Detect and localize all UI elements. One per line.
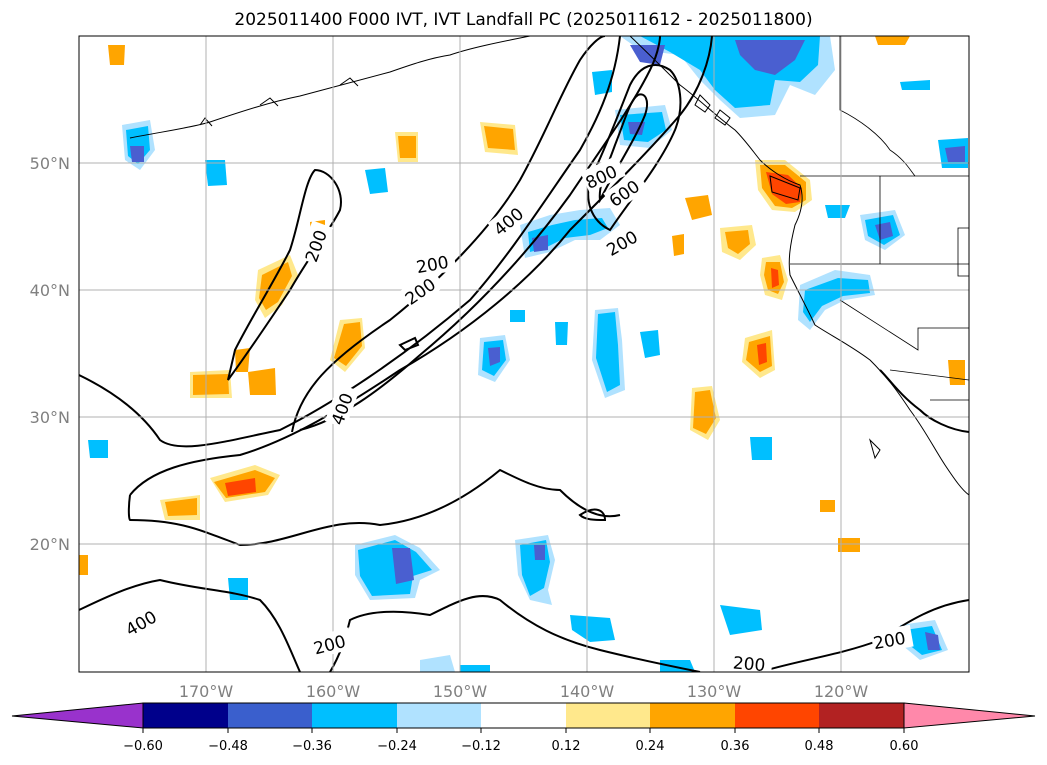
map-area: 800 600 400 200 200 200 400 200 200 400 … <box>79 36 969 676</box>
gridlines <box>79 36 969 672</box>
coastlines <box>129 36 969 496</box>
colorbar-segment <box>143 703 228 728</box>
contour-label: 200 <box>732 653 766 676</box>
lat-label: 30°N <box>30 408 70 427</box>
contour-label: 200 <box>415 253 450 278</box>
colorbar-tick-label: 0.60 <box>890 739 919 754</box>
colorbar-tick-label: −0.24 <box>377 739 417 754</box>
colorbar-segment <box>228 703 312 728</box>
colorbar-segment <box>481 703 566 728</box>
north-america-coast <box>629 36 969 496</box>
colorbar-segment <box>819 703 904 728</box>
colorbar-tick-label: −0.12 <box>461 739 501 754</box>
contour-label: 200 <box>302 228 332 265</box>
lon-label: 170°W <box>179 682 234 701</box>
colorbar-tick-label: 0.12 <box>552 739 581 754</box>
colorbar-tick-label: 0.48 <box>805 739 834 754</box>
colorbar-segment <box>397 703 481 728</box>
lat-axis-labels: 50°N 40°N 30°N 20°N <box>30 154 70 554</box>
colorbar-tick-label: −0.48 <box>208 739 248 754</box>
colorbar-segment <box>650 703 735 728</box>
lat-label: 50°N <box>30 154 70 173</box>
map-frame <box>78 35 970 673</box>
ivt-contour-200-south <box>79 578 301 672</box>
contour-label: 400 <box>328 391 358 428</box>
shaded-anomalies <box>79 36 968 672</box>
colorbar-segment <box>735 703 819 728</box>
ivt-contour-400 <box>299 36 661 431</box>
colorbar-tick-label: −0.36 <box>292 739 332 754</box>
lat-label: 20°N <box>30 535 70 554</box>
colorbar-tick-label: −0.60 <box>123 739 163 754</box>
lat-label: 40°N <box>30 281 70 300</box>
lon-label: 150°W <box>433 682 488 701</box>
alaska-coast <box>129 36 531 139</box>
colorbar-tick-label: 0.36 <box>721 739 750 754</box>
colorbar: −0.60 −0.48 −0.36 −0.24 −0.12 0.12 0.24 … <box>11 702 1036 754</box>
ivt-contours <box>79 36 969 672</box>
lon-label: 130°W <box>687 682 742 701</box>
boundaries <box>790 36 969 401</box>
lon-label: 120°W <box>814 682 869 701</box>
colorbar-tick-label: 0.24 <box>636 739 665 754</box>
colorbar-extend-max <box>903 702 1036 729</box>
ivt-contour-200-main <box>79 36 621 448</box>
colorbar-extend-min <box>11 702 144 729</box>
colorbar-segment <box>312 703 397 728</box>
colorbar-segment <box>566 703 650 728</box>
lon-label: 140°W <box>560 682 615 701</box>
lon-axis-labels: 170°W 160°W 150°W 140°W 130°W 120°W <box>179 682 869 701</box>
contour-label: 200 <box>872 629 907 654</box>
lon-label: 160°W <box>306 682 361 701</box>
map-title: 2025011400 F000 IVT, IVT Landfall PC (20… <box>234 10 813 30</box>
contour-labels: 800 600 400 200 200 200 400 200 200 400 … <box>120 155 914 676</box>
